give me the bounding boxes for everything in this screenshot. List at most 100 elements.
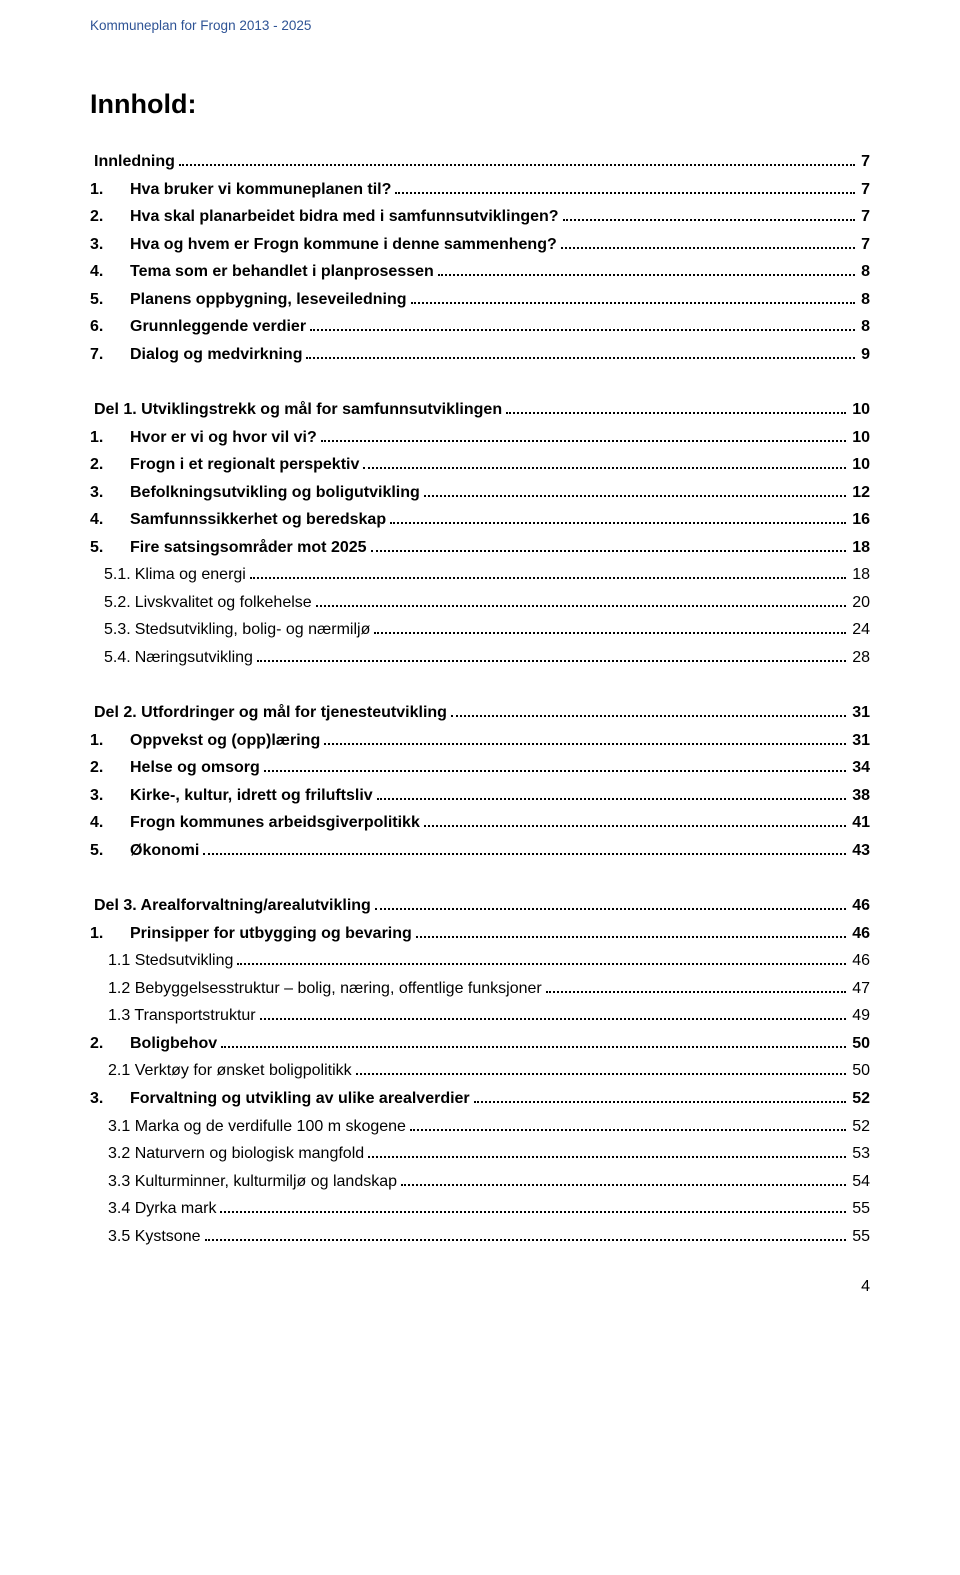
toc-entry-number: 5. <box>90 837 130 865</box>
toc-entry-number: 4. <box>90 809 130 837</box>
toc-entry: 5.4.Næringsutvikling28 <box>90 644 870 672</box>
toc-entry-text: Kirke-, kultur, idrett og friluftsliv <box>130 782 373 810</box>
toc-entry-text: Grunnleggende verdier <box>130 313 306 341</box>
toc-entry-page: 46 <box>850 920 870 948</box>
toc-entry-text: Stedsutvikling, bolig- og nærmiljø <box>135 616 371 644</box>
toc-leader-dots <box>306 357 855 359</box>
toc-entry: 2.1 Verktøy for ønsket boligpolitikk50 <box>90 1057 870 1085</box>
toc-entry: 3.3 Kulturminner, kulturmiljø og landska… <box>90 1168 870 1196</box>
toc-entry-text: 3.5 Kystsone <box>108 1223 201 1251</box>
toc-entry-page: 20 <box>850 589 870 617</box>
toc-leader-dots <box>310 329 855 331</box>
toc-entry-page: 10 <box>850 451 870 479</box>
toc-entry-page: 8 <box>859 286 870 314</box>
toc-entry-number: 4. <box>90 506 130 534</box>
toc-entry: 1.Prinsipper for utbygging og bevaring46 <box>90 920 870 948</box>
toc-entry-page: 49 <box>850 1002 870 1030</box>
toc-leader-dots <box>416 936 846 938</box>
page-title: Innhold: <box>90 89 870 120</box>
toc-entry-page: 10 <box>850 424 870 452</box>
toc-leader-dots <box>424 495 846 497</box>
toc-entry: 3.1 Marka og de verdifulle 100 m skogene… <box>90 1113 870 1141</box>
toc-entry-number: 1. <box>90 727 130 755</box>
toc-entry: 3.Hva og hvem er Frogn kommune i denne s… <box>90 231 870 259</box>
toc-entry-number: 5.2. <box>90 589 135 617</box>
toc-entry-number: 1. <box>90 424 130 452</box>
toc-entry-page: 34 <box>850 754 870 782</box>
toc-leader-dots <box>363 467 846 469</box>
toc-entry-text: Økonomi <box>130 837 199 865</box>
toc-entry-page: 8 <box>859 313 870 341</box>
toc-entry-text: Livskvalitet og folkehelse <box>135 589 312 617</box>
toc-entry-text: 1.1 Stedsutvikling <box>108 947 233 975</box>
toc-entry-number: 5.3. <box>90 616 135 644</box>
toc-leader-dots <box>375 908 846 910</box>
toc-entry-page: 7 <box>859 148 870 176</box>
toc-entry-page: 12 <box>850 479 870 507</box>
toc-block: Del 3. Arealforvaltning/arealutvikling46… <box>90 892 870 1250</box>
toc-entry-text: Frogn kommunes arbeidsgiverpolitikk <box>130 809 420 837</box>
toc-leader-dots <box>221 1046 846 1048</box>
toc-entry-text: 3.2 Naturvern og biologisk mangfold <box>108 1140 364 1168</box>
toc-entry: 2.Frogn i et regionalt perspektiv10 <box>90 451 870 479</box>
toc-leader-dots <box>410 1129 846 1131</box>
toc-entry: 2.Boligbehov50 <box>90 1030 870 1058</box>
toc-entry: 2.Helse og omsorg34 <box>90 754 870 782</box>
toc-leader-dots <box>474 1101 847 1103</box>
toc-entry-text: Del 3. Arealforvaltning/arealutvikling <box>94 892 371 920</box>
toc-entry: Innledning 7 <box>90 148 870 176</box>
toc-entry-page: 24 <box>850 616 870 644</box>
toc-block: Del 1. Utviklingstrekk og mål for samfun… <box>90 396 870 671</box>
toc-entry: 3.5 Kystsone55 <box>90 1223 870 1251</box>
toc-entry-number: 3. <box>90 1085 130 1113</box>
toc-entry-page: 41 <box>850 809 870 837</box>
toc-entry-page: 16 <box>850 506 870 534</box>
toc-entry-page: 38 <box>850 782 870 810</box>
toc-block: Del 2. Utfordringer og mål for tjenesteu… <box>90 699 870 864</box>
toc-entry-page: 7 <box>859 203 870 231</box>
toc-entry-page: 54 <box>850 1168 870 1196</box>
toc-entry: 5.Planens oppbygning, leseveiledning8 <box>90 286 870 314</box>
toc-leader-dots <box>390 522 846 524</box>
toc-entry-page: 46 <box>850 947 870 975</box>
toc-entry-text: Oppvekst og (opp)læring <box>130 727 320 755</box>
toc-block: Innledning71.Hva bruker vi kommuneplanen… <box>90 148 870 368</box>
toc-leader-dots <box>179 164 855 166</box>
toc-leader-dots <box>321 440 846 442</box>
toc-leader-dots <box>401 1184 846 1186</box>
toc-entry: 6.Grunnleggende verdier8 <box>90 313 870 341</box>
toc-entry-page: 47 <box>850 975 870 1003</box>
toc-leader-dots <box>237 963 846 965</box>
toc-entry-text: Boligbehov <box>130 1030 217 1058</box>
toc-entry: 3.2 Naturvern og biologisk mangfold53 <box>90 1140 870 1168</box>
toc-entry: 1.1 Stedsutvikling 46 <box>90 947 870 975</box>
toc-leader-dots <box>377 798 847 800</box>
toc-leader-dots <box>411 302 856 304</box>
toc-entry-text: Forvaltning og utvikling av ulike arealv… <box>130 1085 470 1113</box>
toc-entry: Del 3. Arealforvaltning/arealutvikling46 <box>90 892 870 920</box>
toc-entry-page: 50 <box>850 1030 870 1058</box>
toc-entry-text: Klima og energi <box>135 561 246 589</box>
toc-leader-dots <box>563 219 856 221</box>
toc-entry-page: 9 <box>859 341 870 369</box>
toc-entry-text: Innledning <box>94 148 175 176</box>
toc-entry: 1.Oppvekst og (opp)læring31 <box>90 727 870 755</box>
toc-entry-text: Del 1. Utviklingstrekk og mål for samfun… <box>94 396 502 424</box>
toc-entry-page: 10 <box>850 396 870 424</box>
toc-leader-dots <box>220 1211 846 1213</box>
toc-leader-dots <box>506 412 846 414</box>
toc-entry-text: 3.1 Marka og de verdifulle 100 m skogene <box>108 1113 406 1141</box>
toc-entry-page: 7 <box>859 176 870 204</box>
toc-entry-page: 52 <box>850 1113 870 1141</box>
page-number: 4 <box>90 1278 870 1296</box>
toc-entry-text: Hva skal planarbeidet bidra med i samfun… <box>130 203 559 231</box>
toc-leader-dots <box>250 577 846 579</box>
toc-leader-dots <box>546 991 846 993</box>
toc-leader-dots <box>451 715 846 717</box>
toc-entry-number: 3. <box>90 782 130 810</box>
toc-entry: 5.2.Livskvalitet og folkehelse 20 <box>90 589 870 617</box>
toc-entry: Del 2. Utfordringer og mål for tjenesteu… <box>90 699 870 727</box>
document-header: Kommuneplan for Frogn 2013 - 2025 <box>90 18 870 33</box>
toc-entry: 5.3.Stedsutvikling, bolig- og nærmiljø 24 <box>90 616 870 644</box>
toc-entry: 2.Hva skal planarbeidet bidra med i samf… <box>90 203 870 231</box>
